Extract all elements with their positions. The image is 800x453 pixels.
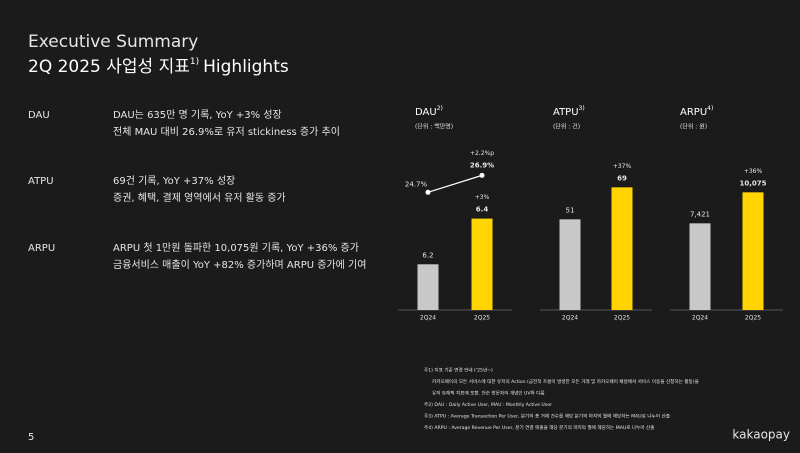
- section-line: 69건 기록, YoY +37% 성장: [113, 175, 235, 187]
- chart-unit: (단위 : 원): [680, 123, 707, 131]
- subtitle-main: 2Q 2025 사업성 지표: [28, 57, 190, 77]
- bar: [742, 192, 764, 310]
- section-line: ARPU 첫 1만원 돌파한 10,075원 기록, YoY +36% 증가: [113, 242, 359, 254]
- chart-title-note: 2): [437, 105, 443, 112]
- chart-unit: (단위 : 건): [553, 123, 580, 131]
- x-tick-label: 2Q25: [614, 315, 630, 322]
- title: Executive Summary: [28, 32, 198, 52]
- chart-title-note: 4): [707, 105, 713, 112]
- line-point: [425, 189, 431, 195]
- chart-title-text: DAU: [415, 107, 437, 118]
- chart-title-text: ATPU: [553, 107, 579, 118]
- bar: [417, 264, 439, 310]
- subtitle-note: 1): [190, 57, 199, 67]
- line-value-label: 26.9%: [470, 161, 494, 169]
- logo: kakaopay: [732, 428, 790, 442]
- bar: [689, 223, 711, 310]
- x-tick-label: 2Q25: [474, 315, 490, 322]
- chart-title: DAU2): [415, 105, 443, 119]
- footnote: 주4) ARPU : Average Revenue Per User, 분기 …: [424, 424, 654, 431]
- change-label: +36%: [744, 168, 763, 175]
- chart-title-text: ARPU: [680, 107, 707, 118]
- value-label: 51: [566, 206, 575, 214]
- line-change-label: +2.2%p: [470, 150, 494, 157]
- line: [427, 174, 483, 193]
- x-tick-label: 2Q24: [420, 315, 436, 322]
- chart-title: ARPU4): [680, 105, 713, 119]
- x-tick-label: 2Q25: [745, 315, 761, 322]
- change-label: +37%: [613, 163, 632, 170]
- change-label: +3%: [475, 194, 490, 201]
- value-label: 6.4: [476, 206, 489, 214]
- value-label: 69: [617, 174, 627, 182]
- chart-title: ATPU3): [553, 105, 585, 119]
- bar: [471, 218, 493, 310]
- chart-unit: (단위 : 백만명): [415, 123, 453, 131]
- page-number: 5: [28, 432, 34, 443]
- footnote: 카카오페이의 모든 서비스에 대한 유저의 Action (금전적 흐름이 발생…: [432, 378, 699, 385]
- x-tick-label: 2Q24: [692, 315, 708, 322]
- value-label: 7,421: [690, 210, 710, 218]
- section-label: ATPU: [28, 176, 54, 187]
- x-tick-label: 2Q24: [562, 315, 578, 322]
- subtitle: 2Q 2025 사업성 지표1) Highlights: [28, 57, 289, 78]
- footnote: 유저 트래픽 지표에 포함. 단순 방문자의 개념인 UV와 다름: [432, 390, 545, 397]
- footnote: 주3) ATPU : Average Transaction Per User,…: [424, 413, 670, 420]
- line-point: [479, 172, 485, 178]
- subtitle-end: Highlights: [203, 57, 289, 77]
- footnote: 주2) DAU : Daily Active User, MAU : Month…: [424, 402, 552, 408]
- line-value-label: 24.7%: [405, 180, 428, 188]
- section-label: ARPU: [28, 243, 55, 254]
- section-line: DAU는 635만 명 기록, YoY +3% 성장: [113, 109, 282, 121]
- bar: [559, 219, 581, 310]
- value-label: 10,075: [739, 179, 766, 187]
- bar: [611, 187, 633, 310]
- section-line: 증권, 혜택, 결제 영역에서 유저 활동 증가: [113, 191, 286, 204]
- section-line: 금융서비스 매출이 YoY +82% 증가하며 ARPU 증가에 기여: [113, 258, 366, 271]
- section-label: DAU: [28, 110, 50, 121]
- value-label: 6.2: [422, 251, 433, 259]
- section-line: 전체 MAU 대비 26.9%로 유저 stickiness 증가 추이: [113, 126, 340, 138]
- footnote: 주1) 지표 기준 변경 안내 ('25년~): [424, 367, 493, 374]
- chart-title-note: 3): [579, 105, 585, 112]
